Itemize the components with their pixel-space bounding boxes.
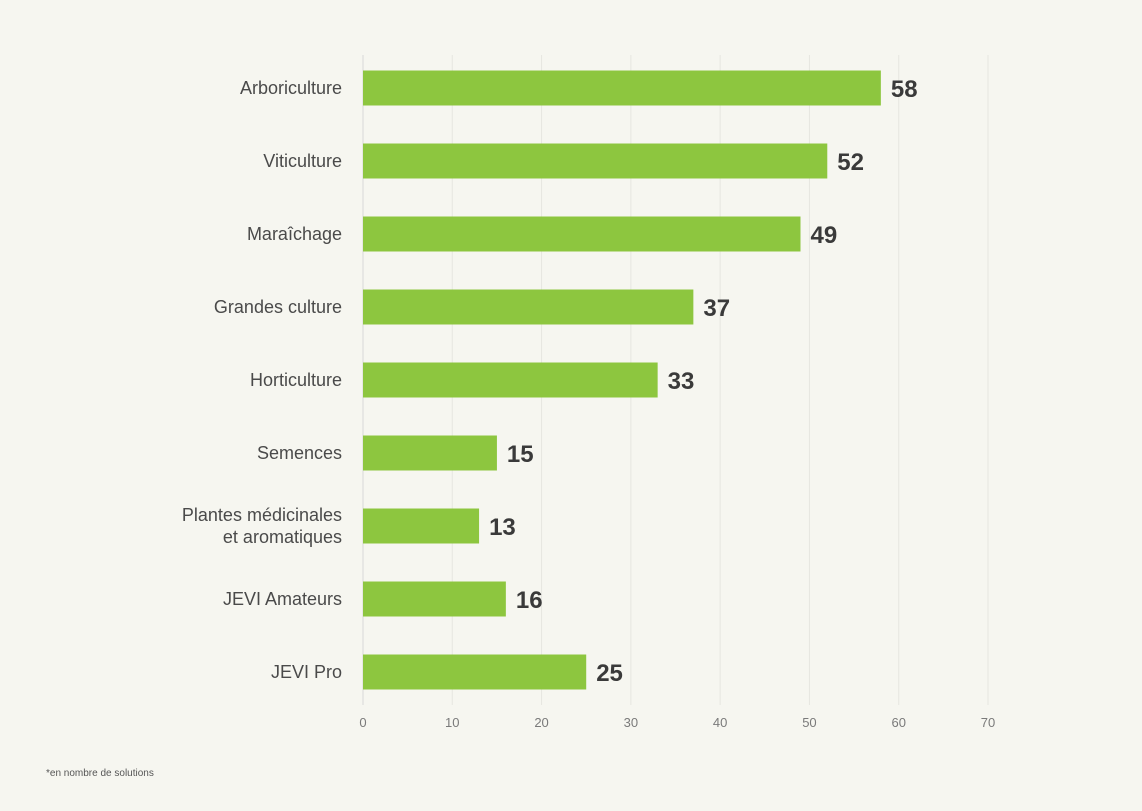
category-label: Horticulture xyxy=(250,370,342,390)
bar xyxy=(363,362,658,398)
value-label: 33 xyxy=(668,368,695,395)
bar xyxy=(363,143,828,179)
category-label: Viticulture xyxy=(263,151,342,171)
value-label: 15 xyxy=(507,441,534,468)
value-labels: 58 52 49 37 33 15 13 16 25 xyxy=(489,76,917,687)
value-label: 52 xyxy=(837,149,864,176)
bars xyxy=(363,70,881,690)
x-tick-label: 70 xyxy=(981,715,995,730)
category-label: JEVI Pro xyxy=(271,662,342,682)
bar xyxy=(363,70,881,106)
x-tick-label: 40 xyxy=(713,715,727,730)
bar xyxy=(363,216,801,252)
x-tick-label: 10 xyxy=(445,715,459,730)
x-tick-label: 0 xyxy=(359,715,366,730)
bar xyxy=(363,435,497,471)
category-label: JEVI Amateurs xyxy=(223,589,342,609)
bar xyxy=(363,654,587,690)
category-label: Plantes médicinales xyxy=(182,505,342,525)
x-tick-label: 20 xyxy=(534,715,548,730)
value-label: 16 xyxy=(516,587,543,614)
x-tick-labels: 0 10 20 30 40 50 60 70 xyxy=(359,715,995,730)
value-label: 37 xyxy=(703,295,730,322)
x-tick-label: 30 xyxy=(624,715,638,730)
category-label: Maraîchage xyxy=(247,224,342,244)
bar xyxy=(363,508,480,544)
category-label: et aromatiques xyxy=(223,527,342,547)
value-label: 58 xyxy=(891,76,918,103)
value-label: 25 xyxy=(596,660,623,687)
bar xyxy=(363,581,506,617)
category-labels: Arboriculture Viticulture Maraîchage Grande… xyxy=(182,78,342,682)
footnote: *en nombre de solutions xyxy=(46,768,154,779)
category-label: Arboriculture xyxy=(240,78,342,98)
x-tick-label: 60 xyxy=(891,715,905,730)
bar xyxy=(363,289,694,325)
x-tick-label: 50 xyxy=(802,715,816,730)
value-label: 13 xyxy=(489,514,516,541)
category-label: Grandes culture xyxy=(214,297,342,317)
category-label: Semences xyxy=(257,443,342,463)
value-label: 49 xyxy=(811,222,838,249)
